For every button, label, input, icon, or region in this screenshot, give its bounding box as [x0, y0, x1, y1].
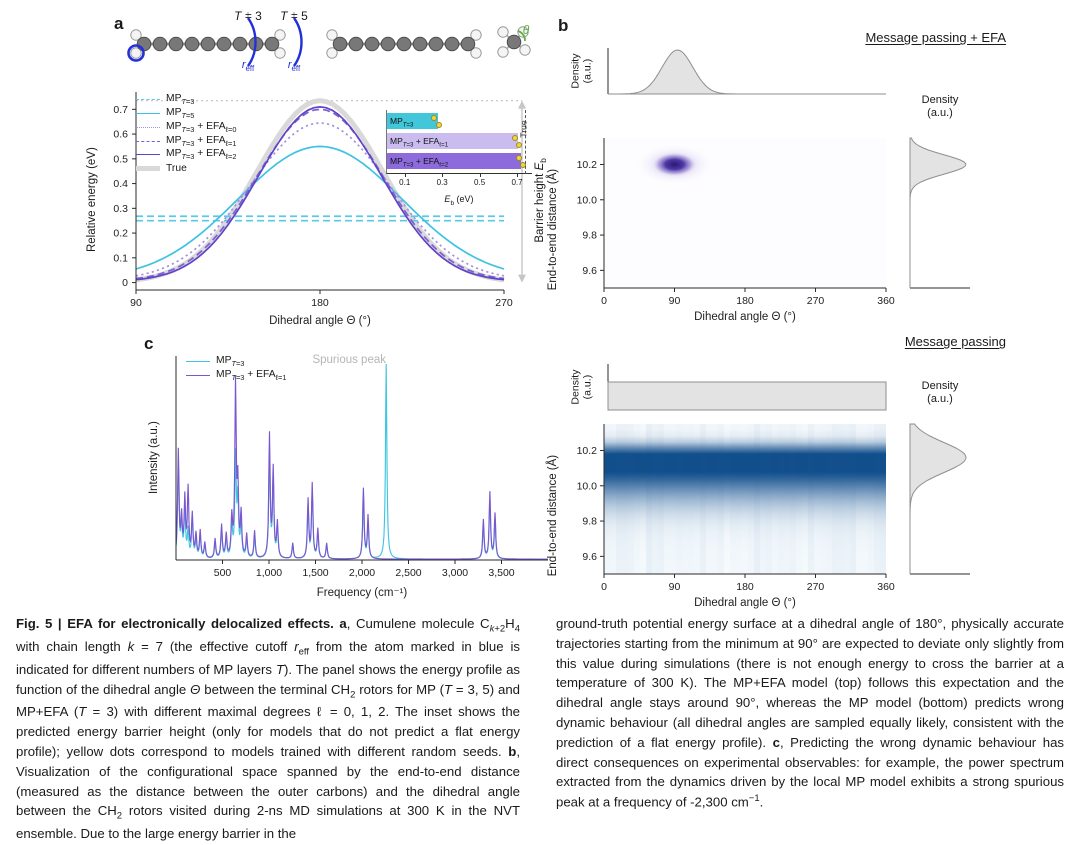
- svg-text:270: 270: [495, 297, 513, 309]
- svg-text:10.0: 10.0: [577, 194, 598, 206]
- distance-density-marginal-efa: [909, 137, 970, 289]
- caption-left-column: Fig. 5 | EFA for electronically delocali…: [16, 616, 521, 842]
- dihedral-density-marginal-efa: [607, 48, 886, 95]
- svg-text:Dihedral angle Θ (°): Dihedral angle Θ (°): [269, 315, 371, 327]
- svg-text:180: 180: [311, 297, 329, 309]
- svg-text:0.4: 0.4: [113, 178, 128, 190]
- svg-text:90: 90: [669, 295, 681, 307]
- density-title-right-bottom: Density (a.u.): [921, 380, 959, 406]
- intensity-axis-label: Intensity (a.u.): [147, 421, 160, 495]
- energy-profile-chart: 90 180 270 0 0.1 0.2 0.3 0.4 0.5 0.6 0.7 Dihedral a…: [113, 92, 526, 327]
- config-space-heatmap-efa: 0 90 180 270 360 9.6 9.8 10.0 10.2 Dihedral angle…: [577, 138, 895, 323]
- mp-layers-t5-label: T = 5: [280, 9, 308, 23]
- svg-text:0.3: 0.3: [113, 203, 128, 215]
- energy-y-axis-label: Relative energy (eV): [85, 147, 98, 253]
- density-axis-label-top: Density (a.u.): [568, 53, 594, 89]
- svg-text:270: 270: [807, 295, 825, 307]
- molecule-diagram: [127, 12, 531, 67]
- svg-text:180: 180: [736, 295, 754, 307]
- reff-label-t3: reff: [241, 59, 255, 74]
- svg-text:360: 360: [877, 581, 895, 593]
- svg-text:0: 0: [122, 277, 128, 289]
- svg-text:0.5: 0.5: [113, 153, 128, 165]
- spurious-peak-annotation: Spurious peak: [312, 354, 386, 366]
- svg-text:270: 270: [807, 581, 825, 593]
- density-title-right-top: Density (a.u.): [921, 94, 959, 120]
- svg-text:90: 90: [669, 581, 681, 593]
- end-to-end-axis-label-top: End-to-end distance (Å): [547, 169, 560, 291]
- distance-density-marginal-mp: [909, 423, 970, 575]
- svg-text:500: 500: [214, 567, 232, 579]
- svg-text:0.6: 0.6: [113, 129, 128, 141]
- power-spectrum-chart: 500 1,000 1,500 2,000 2,500 3,000 3,500 Frequen…: [175, 356, 548, 599]
- caption-right-column: ground-truth potential energy surface at…: [556, 616, 1064, 810]
- svg-text:0.2: 0.2: [113, 228, 128, 240]
- panel-a-label: a: [114, 14, 124, 33]
- svg-text:1,500: 1,500: [302, 567, 328, 579]
- reff-label-t5: reff: [287, 59, 301, 74]
- svg-text:180: 180: [736, 581, 754, 593]
- svg-text:10.2: 10.2: [577, 445, 598, 457]
- svg-text:0: 0: [601, 581, 607, 593]
- svg-text:3,000: 3,000: [442, 567, 468, 579]
- barrier-height-inset-chart: MPT=3 MPT=3 + EFAℓ=1 MPT=3 + EFAℓ=2 True 0.1…: [386, 110, 538, 207]
- svg-text:2,500: 2,500: [395, 567, 421, 579]
- svg-text:2,000: 2,000: [349, 567, 375, 579]
- mp-layers-t3-label: T = 3: [234, 9, 262, 23]
- svg-text:360: 360: [877, 295, 895, 307]
- mp-efa-title: Message passing + EFA: [865, 30, 1006, 45]
- svg-text:90: 90: [130, 297, 142, 309]
- mp-title: Message passing: [904, 334, 1006, 349]
- svg-text:0.1: 0.1: [113, 252, 128, 264]
- svg-text:Frequency (cm⁻¹): Frequency (cm⁻¹): [317, 587, 408, 599]
- svg-text:Dihedral angle Θ (°): Dihedral angle Θ (°): [694, 597, 796, 609]
- svg-text:9.8: 9.8: [582, 230, 597, 242]
- svg-text:Dihedral angle Θ (°): Dihedral angle Θ (°): [694, 311, 796, 323]
- config-space-heatmap-mp: 0 90 180 270 360 9.6 9.8 10.0 10.2 Dihedral angle…: [577, 424, 895, 609]
- svg-text:9.6: 9.6: [582, 265, 597, 277]
- svg-text:9.6: 9.6: [582, 551, 597, 563]
- dihedral-density-marginal-mp: [607, 364, 887, 411]
- panel-c-label: c: [144, 334, 154, 353]
- spectrum-legend: MPT=3 MPT=3 + EFAℓ=1: [186, 355, 286, 382]
- dihedral-theta-label: θ: [522, 23, 530, 37]
- svg-text:9.8: 9.8: [582, 516, 597, 528]
- svg-text:10.0: 10.0: [577, 480, 598, 492]
- density-axis-label-bottom: Density (a.u.): [568, 369, 594, 405]
- panel-b-label: b: [558, 16, 569, 35]
- svg-text:1,000: 1,000: [256, 567, 282, 579]
- svg-text:0: 0: [601, 295, 607, 307]
- svg-text:10.2: 10.2: [577, 159, 598, 171]
- svg-text:0.7: 0.7: [113, 104, 128, 116]
- energy-chart-legend: MPT=3 MPT=5 MPT=3 + EFAℓ=0 MPT=3 + EFAℓ=1 MP…: [136, 93, 236, 175]
- svg-text:3,500: 3,500: [488, 567, 514, 579]
